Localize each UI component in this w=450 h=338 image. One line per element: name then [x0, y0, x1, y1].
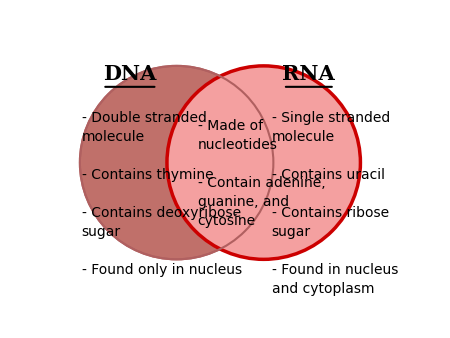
Circle shape: [80, 66, 273, 259]
Circle shape: [167, 66, 360, 259]
Text: RNA: RNA: [283, 64, 335, 84]
Text: - Single stranded
molecule

- Contains uracil

- Contains ribose
sugar

- Found : - Single stranded molecule - Contains ur…: [272, 111, 398, 295]
Text: DNA: DNA: [103, 64, 157, 84]
Text: - Double stranded
molecule

- Contains thymine

- Contains deoxyribose
sugar

- : - Double stranded molecule - Contains th…: [81, 111, 242, 276]
Text: - Made of
nucleotides

- Contain adenine,
guanine, and
cytosine: - Made of nucleotides - Contain adenine,…: [198, 119, 325, 228]
